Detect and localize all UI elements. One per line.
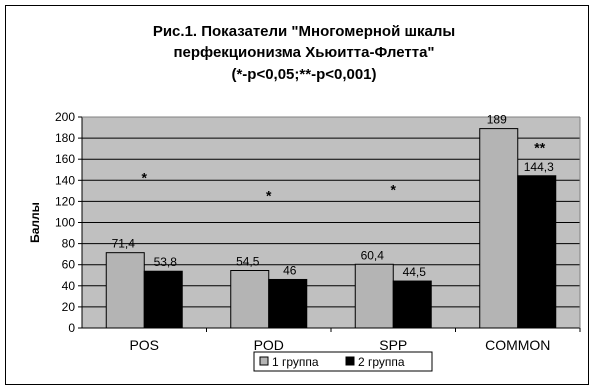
y-tick-label: 140 bbox=[55, 173, 75, 187]
significance-marks: ** *** bbox=[142, 140, 546, 204]
y-tick-label: 160 bbox=[55, 152, 75, 166]
axes bbox=[78, 116, 581, 332]
y-tick-label: 180 bbox=[55, 131, 75, 145]
y-tick-label: 100 bbox=[55, 216, 75, 230]
y-tick-label: 80 bbox=[62, 237, 76, 251]
chart-frame: Рис.1. Показатели "Многомерной шкалы пер… bbox=[5, 5, 589, 385]
y-tick-label: 60 bbox=[62, 258, 76, 272]
bar-spp-series-1 bbox=[354, 263, 394, 329]
x-category-labels: POS POD SPP COMMON bbox=[129, 337, 550, 353]
x-category-label: SPP bbox=[379, 337, 407, 353]
data-label: 54,5 bbox=[236, 255, 260, 269]
bar-pod-series-1 bbox=[230, 270, 270, 329]
data-label: 144,3 bbox=[524, 160, 554, 174]
y-tick-label: 200 bbox=[55, 110, 75, 124]
chart-title-line-1: Рис.1. Показатели "Многомерной шкалы bbox=[153, 23, 455, 40]
x-category-label: POD bbox=[254, 337, 284, 353]
chart-title-line-2: перфекционизма Хьюитта-Флетта" bbox=[173, 44, 434, 61]
x-category-label: POS bbox=[129, 337, 159, 353]
legend-swatch-2 bbox=[345, 356, 355, 366]
significance-mark: * bbox=[142, 170, 148, 186]
legend-label-2: 2 группа bbox=[358, 355, 405, 369]
bar-common-series-1 bbox=[479, 128, 519, 329]
legend-label-1: 1 группа bbox=[272, 355, 319, 369]
y-tick-label: 20 bbox=[62, 300, 76, 314]
x-category-label: COMMON bbox=[485, 337, 550, 353]
y-axis-label: Баллы bbox=[28, 202, 42, 243]
bar-common-series-2 bbox=[517, 175, 557, 329]
y-tick-label: 40 bbox=[62, 279, 76, 293]
data-label: 46 bbox=[283, 263, 297, 277]
y-tick-label: 0 bbox=[68, 321, 75, 335]
legend-swatch-1 bbox=[259, 356, 269, 366]
y-tick-label: 120 bbox=[55, 194, 75, 208]
data-label: 60,4 bbox=[361, 248, 385, 262]
legend: 1 группа 2 группа bbox=[253, 351, 433, 372]
data-label: 44,5 bbox=[403, 265, 427, 279]
significance-mark: ** bbox=[534, 140, 545, 156]
bar-pos-series-1 bbox=[105, 252, 145, 329]
bar-pos-series-2 bbox=[143, 270, 183, 329]
data-label: 53,8 bbox=[154, 255, 178, 269]
chart-svg: Рис.1. Показатели "Многомерной шкалы пер… bbox=[28, 23, 581, 372]
data-label: 71,4 bbox=[112, 237, 136, 251]
bars bbox=[105, 128, 557, 329]
legend-box bbox=[253, 351, 433, 372]
significance-mark: * bbox=[391, 181, 397, 197]
chart-title: Рис.1. Показатели "Многомерной шкалы пер… bbox=[153, 23, 455, 83]
significance-mark: * bbox=[266, 188, 272, 204]
bar-spp-series-2 bbox=[392, 280, 432, 329]
data-labels: 71,4 53,8 54,5 46 60,4 44,5 189 144,3 bbox=[112, 113, 555, 279]
data-label: 189 bbox=[487, 113, 507, 127]
bar-pod-series-2 bbox=[268, 278, 308, 329]
y-tick-labels: 0 20 40 60 80 100 120 140 160 180 200 bbox=[55, 110, 75, 335]
chart-title-line-3: (*-р<0,05;**-р<0,001) bbox=[231, 66, 376, 83]
